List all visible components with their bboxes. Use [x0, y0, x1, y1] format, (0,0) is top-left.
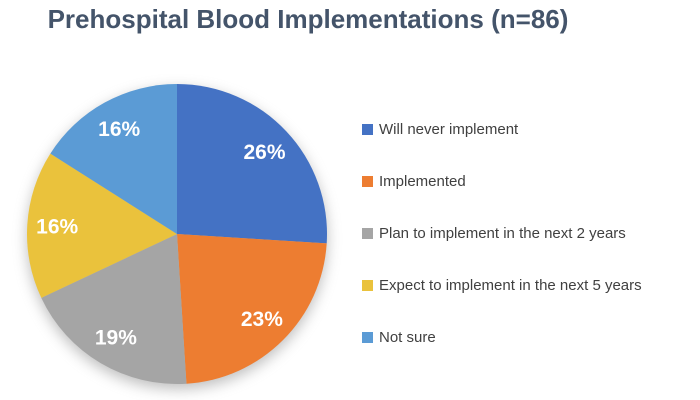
legend-swatch-icon — [362, 332, 373, 343]
pie-slice-1 — [177, 84, 327, 244]
pie-slice-2 — [177, 234, 327, 384]
pie-slice-3 — [41, 234, 187, 384]
legend-item-3: Plan to implement in the next 2 years — [362, 224, 642, 243]
chart-legend: Will never implement Implemented Plan to i… — [362, 120, 642, 347]
legend-item-2: Implemented — [362, 172, 642, 191]
pie-data-label-3: 19% — [95, 326, 137, 349]
pie-slice-5 — [50, 84, 177, 234]
legend-label: Implemented — [379, 173, 466, 190]
legend-swatch-icon — [362, 176, 373, 187]
pie-slice-4 — [27, 153, 177, 298]
chart-title: Prehospital Blood Implementations (n=86) — [47, 4, 569, 34]
legend-label: Not sure — [379, 329, 436, 346]
legend-swatch-icon — [362, 124, 373, 135]
pie-data-label-2: 23% — [241, 308, 283, 331]
pie-data-label-4: 16% — [36, 216, 78, 239]
legend-item-4: Expect to implement in the next 5 years — [362, 276, 642, 295]
pie-data-label-5: 16% — [98, 118, 140, 141]
legend-swatch-icon — [362, 228, 373, 239]
legend-swatch-icon — [362, 280, 373, 291]
legend-item-5: Not sure — [362, 328, 642, 347]
pie-slices-group — [27, 84, 327, 384]
pie-labels-group: 26% 23% 19% 16% 16% — [36, 118, 286, 349]
legend-label: Expect to implement in the next 5 years — [379, 277, 642, 294]
legend-label: Will never implement — [379, 121, 519, 138]
legend-item-1: Will never implement — [362, 120, 642, 139]
pie-data-label-1: 26% — [243, 141, 285, 164]
legend-label: Plan to implement in the next 2 years — [379, 225, 626, 242]
